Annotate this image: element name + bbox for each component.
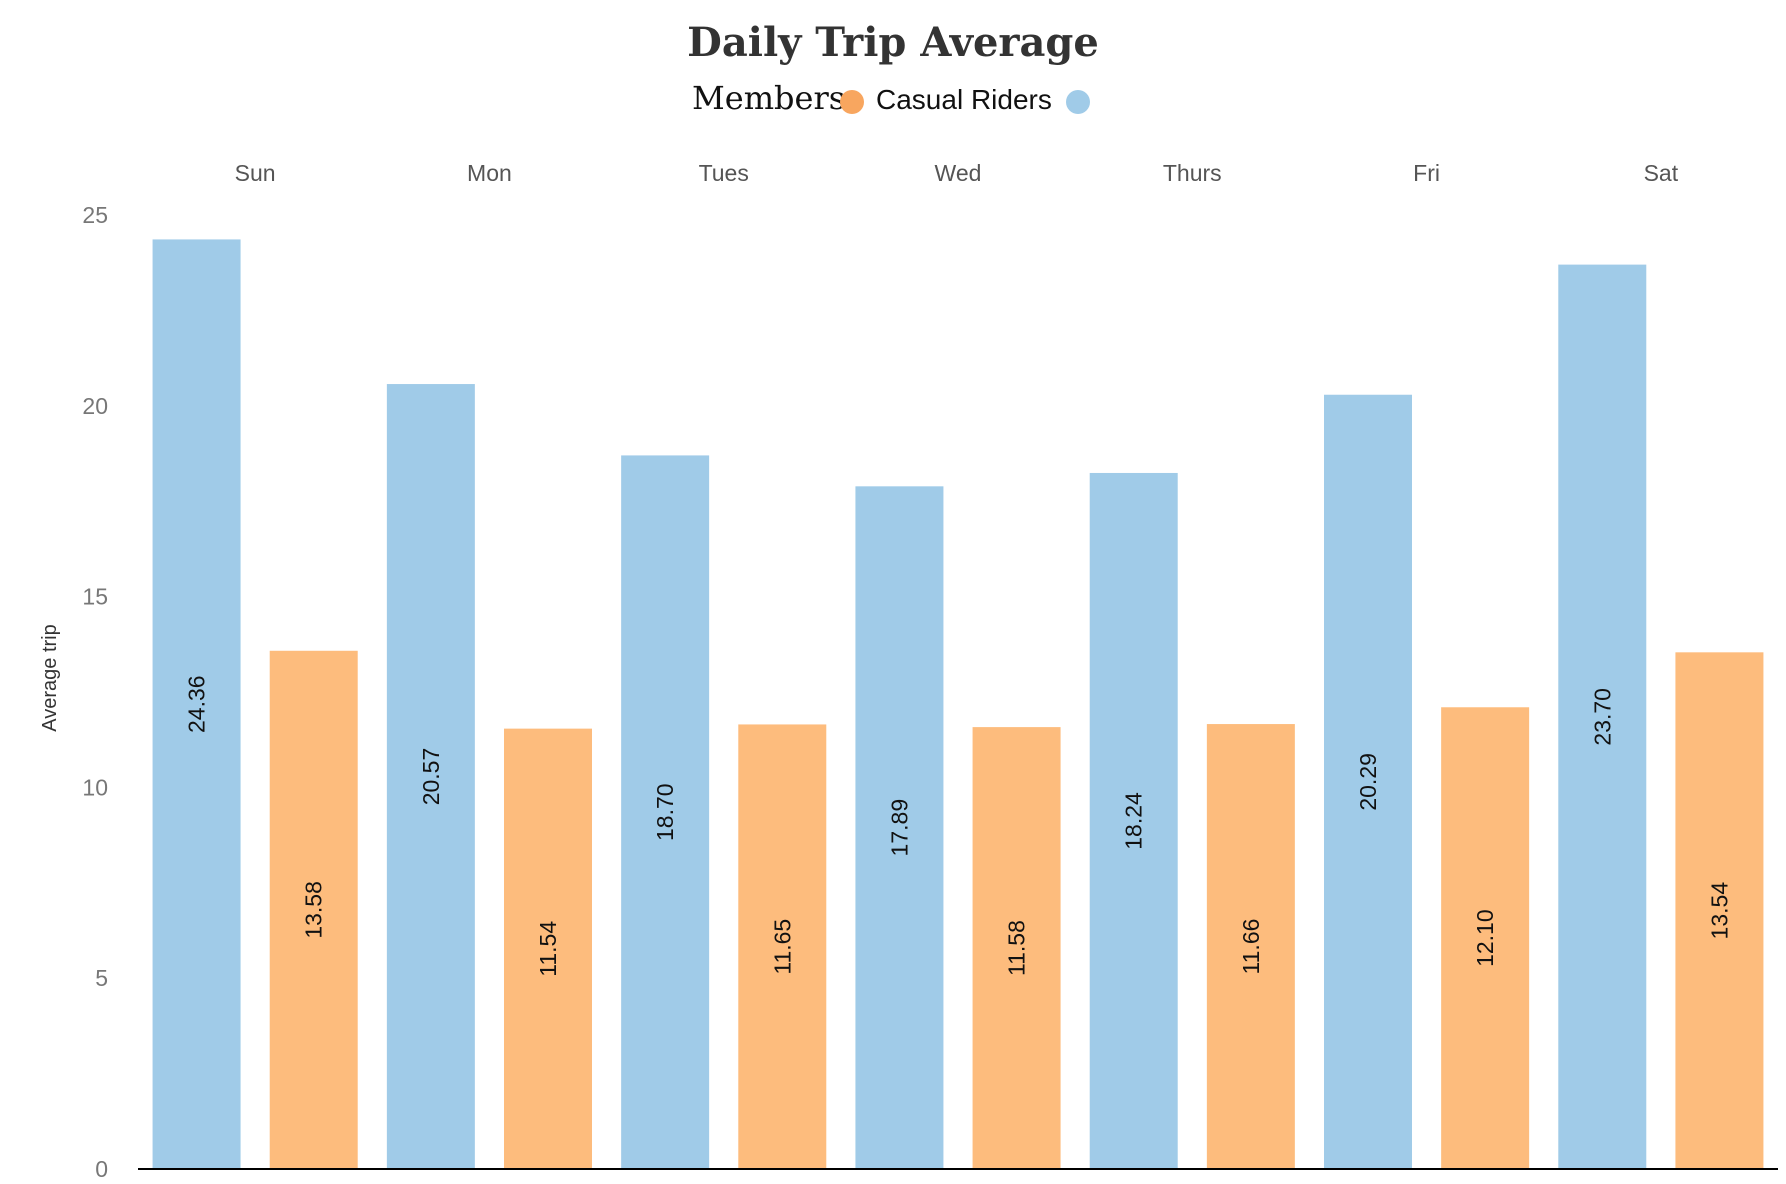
y-tick-label: 10 [82, 774, 108, 800]
chart-legend: Members Casual Riders [692, 79, 1090, 117]
bar-casual-riders-tues [621, 455, 710, 1170]
y-axis-label: Average trip [39, 624, 61, 731]
category-label-sat: Sat [1644, 160, 1679, 186]
bar-label-casual-riders-fri: 20.29 [1355, 753, 1381, 811]
category-label-tues: Tues [699, 160, 749, 186]
bar-label-casual-riders-mon: 20.57 [418, 748, 444, 806]
bar-label-members-fri: 12.10 [1472, 909, 1498, 967]
bar-members-sun [269, 650, 358, 1169]
y-tick-label: 15 [82, 584, 108, 610]
y-axis: 0 5 10 15 20 25 [82, 202, 108, 1182]
legend-swatch-members [840, 90, 864, 114]
bar-casual-riders-sat [1558, 264, 1647, 1169]
category-label-sun: Sun [235, 160, 276, 186]
y-tick-label: 0 [95, 1156, 108, 1182]
category-label-mon: Mon [467, 160, 512, 186]
legend-label-members: Members [692, 79, 845, 117]
category-label-wed: Wed [935, 160, 982, 186]
bar-casual-riders-mon [386, 384, 475, 1169]
chart-title: Daily Trip Average [687, 19, 1099, 66]
bar-members-tues [738, 724, 827, 1169]
bar-label-members-thurs: 11.66 [1238, 919, 1264, 975]
y-tick-label: 5 [95, 965, 108, 991]
bar-label-casual-riders-wed: 17.89 [886, 799, 912, 857]
bar-members-sat [1675, 652, 1764, 1169]
bar-label-members-tues: 11.65 [769, 919, 795, 975]
bar-label-members-wed: 11.58 [1004, 920, 1030, 976]
bars-group [152, 239, 1764, 1170]
category-label-fri: Fri [1413, 160, 1440, 186]
y-tick-label: 20 [82, 393, 108, 419]
category-labels: Sun Mon Tues Wed Thurs Fri Sat [235, 160, 1679, 186]
bar-members-thurs [1206, 724, 1295, 1169]
bar-members-fri [1441, 707, 1530, 1169]
bar-casual-riders-wed [855, 486, 944, 1169]
legend-label-casual-riders: Casual Riders [876, 84, 1052, 115]
category-label-thurs: Thurs [1163, 160, 1222, 186]
bar-members-wed [972, 727, 1061, 1169]
bar-members-mon [504, 728, 592, 1169]
bar-label-members-sun: 13.58 [301, 881, 327, 939]
bar-label-casual-riders-sun: 24.36 [184, 675, 210, 733]
bar-label-casual-riders-thurs: 18.24 [1121, 792, 1147, 850]
legend-swatch-casual-riders [1066, 90, 1090, 114]
bar-casual-riders-sun [152, 239, 241, 1170]
bar-casual-riders-fri [1324, 394, 1412, 1169]
bar-casual-riders-thurs [1089, 472, 1178, 1169]
bar-label-members-sat: 13.54 [1706, 882, 1732, 940]
bar-value-labels: 24.36 13.58 20.57 11.54 18.70 11.65 17.89 11.58… [184, 675, 1733, 976]
bar-label-casual-riders-sat: 23.70 [1589, 688, 1615, 746]
bar-label-members-mon: 11.54 [535, 921, 561, 977]
bar-label-casual-riders-tues: 18.70 [652, 783, 678, 841]
y-tick-label: 25 [82, 202, 108, 228]
